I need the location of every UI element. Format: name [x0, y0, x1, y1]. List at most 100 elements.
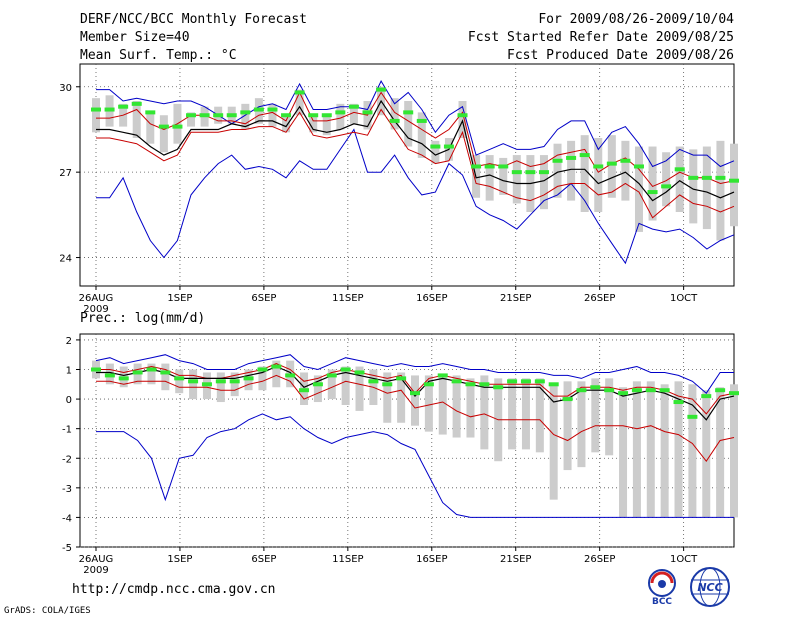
forecast-period: For 2009/08/26-2009/10/04	[538, 12, 734, 27]
median-marker	[457, 113, 468, 118]
mean-line	[96, 99, 735, 202]
spread-box	[648, 146, 657, 221]
x-tick-label: 26AUG	[79, 293, 114, 304]
median-marker	[396, 376, 407, 381]
median-marker	[199, 113, 210, 118]
median-marker	[511, 170, 522, 175]
median-marker	[213, 113, 224, 118]
spread-box	[619, 387, 628, 518]
median-marker	[294, 90, 305, 95]
spread-box	[322, 115, 331, 136]
median-marker	[688, 175, 699, 180]
median-marker	[172, 124, 183, 129]
median-marker	[479, 382, 490, 387]
spread-box	[675, 146, 684, 212]
spread-box	[92, 98, 100, 133]
spread-box	[480, 375, 489, 450]
spread-box	[438, 375, 447, 435]
median-marker	[160, 370, 171, 375]
median-marker	[118, 376, 129, 381]
spread-box	[132, 101, 141, 138]
median-marker	[389, 118, 400, 123]
spread-box	[539, 155, 548, 210]
median-marker	[430, 144, 441, 149]
variable-label: Mean Surf. Temp.: °C	[80, 48, 237, 63]
spread-box	[175, 369, 184, 394]
median-marker	[538, 170, 549, 175]
y-tick-label: -2	[62, 454, 72, 465]
spread-box	[230, 372, 239, 397]
x-tick-label: 11SEP	[332, 554, 363, 565]
median-marker	[382, 382, 393, 387]
median-marker	[661, 184, 672, 189]
spread-box	[397, 372, 406, 423]
spread-box	[295, 89, 304, 116]
spread-box	[258, 366, 267, 391]
median-marker	[701, 394, 712, 399]
y-tick-label: 27	[59, 168, 72, 179]
median-marker	[590, 385, 601, 390]
spread-box	[508, 378, 517, 450]
median-marker	[674, 167, 685, 172]
median-marker	[91, 367, 101, 372]
median-marker	[243, 376, 254, 381]
median-marker	[285, 373, 296, 378]
spread-box	[591, 378, 600, 453]
median-marker	[376, 87, 387, 92]
median-marker	[548, 382, 559, 387]
median-marker	[437, 373, 448, 378]
source-url[interactable]: http://cmdp.ncc.cma.gov.cn	[72, 582, 276, 597]
spread-box	[424, 375, 433, 432]
median-marker	[520, 379, 531, 384]
spread-box	[662, 152, 671, 207]
median-marker	[687, 414, 698, 419]
median-marker	[321, 113, 332, 118]
spread-box	[702, 146, 711, 230]
spread-box	[485, 155, 494, 201]
y-tick-label: 2	[66, 336, 72, 347]
median-marker	[618, 391, 629, 396]
x-tick-label: 1OCT	[670, 554, 698, 565]
spread-box	[716, 140, 725, 241]
spread-box	[716, 387, 725, 518]
x-tick-label: 16SEP	[416, 293, 447, 304]
spread-box	[660, 384, 669, 518]
spread-box	[688, 384, 697, 518]
median-marker	[104, 373, 115, 378]
median-marker	[229, 379, 240, 384]
precip-panel-title: Prec.: log(mm/d)	[80, 311, 205, 326]
median-marker	[715, 388, 726, 393]
x-tick-label: 1OCT	[670, 293, 698, 304]
x-sub-label: 2009	[83, 304, 108, 315]
max-line	[95, 354, 734, 394]
spread-box	[621, 140, 630, 201]
spread-box	[563, 381, 572, 471]
median-marker	[633, 164, 644, 169]
median-marker	[118, 104, 129, 109]
median-marker	[493, 385, 504, 390]
spread-box	[189, 369, 198, 400]
x-tick-label: 6SEP	[251, 293, 276, 304]
median-marker	[201, 382, 212, 387]
max-line	[96, 80, 735, 168]
spread-box	[146, 112, 155, 144]
member-size-label: Member Size=40	[80, 30, 190, 45]
median-marker	[403, 110, 414, 115]
median-marker	[299, 388, 310, 393]
y-tick-label: -1	[62, 425, 72, 436]
spread-box	[417, 112, 426, 158]
x-tick-label: 6SEP	[251, 554, 276, 565]
spread-box	[268, 103, 277, 127]
y-tick-label: 0	[66, 395, 72, 406]
x-tick-label: 1SEP	[167, 293, 192, 304]
spread-box	[580, 135, 589, 212]
spread-box	[216, 372, 225, 403]
median-marker	[340, 367, 351, 372]
median-marker	[534, 379, 545, 384]
spread-box	[341, 366, 350, 405]
median-marker	[701, 175, 712, 180]
median-marker	[645, 388, 656, 393]
y-tick-label: -5	[62, 543, 72, 554]
spread-box	[674, 381, 683, 518]
